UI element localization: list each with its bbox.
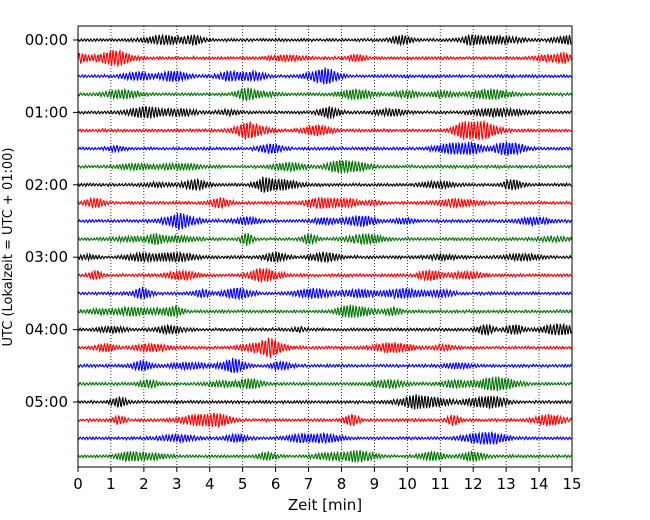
plot-frame: [77, 25, 573, 468]
y-tick-label: 05:00: [25, 393, 68, 411]
trace-line: [77, 357, 572, 374]
x-tick-label: 7: [304, 475, 314, 493]
trace-line: [77, 337, 573, 359]
trace-line: [77, 449, 572, 464]
trace-line: [77, 120, 572, 141]
x-axis-label: Zeit [min]: [288, 496, 362, 514]
x-tick-label: 0: [73, 475, 83, 493]
trace-line: [77, 376, 572, 392]
x-tick-label: 15: [562, 475, 581, 493]
x-tick-label: 6: [271, 475, 281, 493]
x-tick-label: 9: [370, 475, 380, 493]
trace-line: [77, 394, 572, 410]
y-tick-label: 00:00: [25, 31, 68, 49]
trace-line: [77, 87, 573, 103]
x-tick-label: 12: [464, 475, 483, 493]
trace-line: [77, 67, 572, 85]
x-tick-label: 13: [497, 475, 516, 493]
x-tick-label: 11: [431, 475, 450, 493]
x-tick-label: 8: [337, 475, 347, 493]
x-tick-label: 4: [205, 475, 215, 493]
seismic-traces: [77, 33, 573, 464]
x-tick-label: 1: [106, 475, 116, 493]
trace-line: [77, 140, 572, 156]
trace-line: [77, 159, 573, 175]
trace-line: [77, 196, 572, 210]
x-axis-ticks: 0 1 2 3 4 5 6 7 8 9 10 11 12 13 14 15: [73, 467, 582, 493]
trace-line: [77, 176, 572, 194]
x-tick-label: 3: [172, 475, 182, 493]
trace-line: [77, 267, 572, 283]
y-tick-label: 03:00: [25, 248, 68, 266]
trace-line: [77, 48, 573, 67]
y-tick-label: 04:00: [25, 321, 68, 339]
y-axis-label: UTC (Lokalzeit = UTC + 01:00): [1, 148, 16, 347]
y-axis-ticks: 00:00 01:00 02:00 03:00 04:00 05:00: [25, 31, 78, 411]
trace-line: [77, 412, 573, 428]
x-tick-label: 10: [398, 475, 417, 493]
x-tick-label: 5: [238, 475, 248, 493]
x-tick-label: 14: [530, 475, 549, 493]
trace-line: [77, 430, 572, 446]
trace-line: [77, 105, 572, 120]
y-tick-label: 02:00: [25, 176, 68, 194]
trace-line: [77, 250, 572, 264]
trace-line: [77, 304, 572, 319]
trace-line: [77, 33, 572, 47]
y-tick-label: 01:00: [25, 103, 68, 121]
trace-line: [77, 285, 572, 301]
trace-line: [77, 212, 572, 231]
trace-line: [77, 232, 573, 246]
x-tick-label: 2: [139, 475, 149, 493]
trace-line: [77, 322, 573, 336]
